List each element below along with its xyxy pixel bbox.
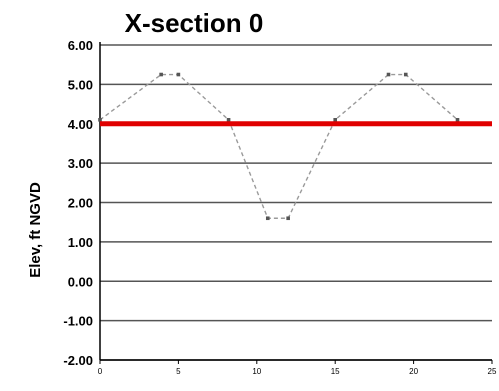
y-tick-label: 1.00 — [68, 235, 93, 250]
x-tick-label: 0 — [98, 367, 103, 376]
y-tick-label: 6.00 — [68, 38, 93, 53]
y-tick-label: 2.00 — [68, 196, 93, 211]
x-tick-label: 20 — [409, 367, 418, 376]
chart-title: X-section 0 — [125, 8, 264, 38]
y-tick-label: -2.00 — [63, 353, 93, 368]
y-axis-label: Elev, ft NGVD — [27, 182, 44, 278]
data-point — [176, 72, 181, 77]
axes — [99, 42, 493, 364]
cross-section-line — [99, 73, 458, 219]
data-point — [226, 118, 231, 122]
y-tick-label: 5.00 — [68, 77, 93, 92]
data-point — [455, 118, 460, 122]
x-tick-label: 25 — [488, 367, 497, 376]
data-point — [98, 118, 102, 122]
data-point — [159, 72, 163, 77]
data-point — [333, 118, 337, 122]
data-point — [286, 216, 290, 221]
x-tick-label: 15 — [331, 367, 340, 376]
y-tick-label: 4.00 — [68, 117, 93, 132]
data-point — [265, 216, 270, 221]
x-tick-label: 10 — [252, 367, 261, 376]
tick-labels: 6.00 5.00 4.00 3.00 2.00 1.00 0.00 -1.00 -2.00 0 5… — [63, 38, 497, 376]
data-point — [386, 72, 391, 77]
y-tick-label: 3.00 — [68, 156, 93, 171]
x-tick-label: 5 — [176, 367, 181, 376]
y-tick-label: 0.00 — [68, 274, 93, 289]
series — [98, 72, 492, 221]
data-point — [403, 72, 408, 77]
y-tick-label: -1.00 — [63, 314, 93, 329]
